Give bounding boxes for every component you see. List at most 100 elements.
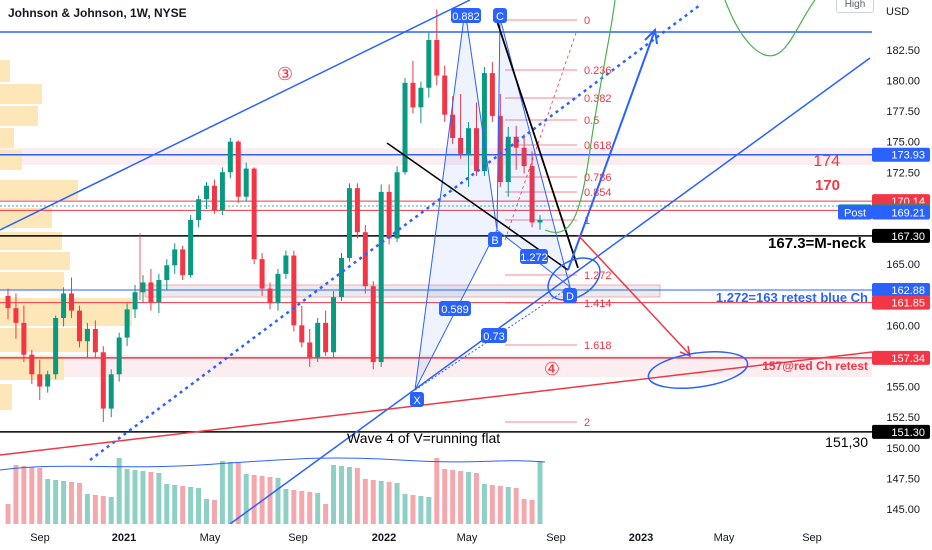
neckline-trend [386, 142, 569, 271]
candle-body [299, 325, 305, 343]
volume-bar [513, 488, 519, 524]
volume-bar [251, 475, 257, 524]
candle-body [466, 128, 472, 154]
candle-body [291, 255, 297, 326]
price-label-box [872, 228, 930, 243]
level-170-label: 170 [815, 177, 840, 194]
green-projection-curve [544, 0, 616, 233]
y-tick-label: 152.50 [886, 412, 920, 424]
candle-body [13, 308, 19, 323]
pattern-point-label: C [496, 11, 504, 23]
price-label-box [872, 283, 930, 298]
candle-body [140, 282, 146, 293]
price-label: 162.88 [891, 285, 925, 297]
candle-body [45, 374, 51, 387]
candle-body [188, 220, 194, 276]
pattern-point-box [451, 8, 481, 23]
price-label: 173.93 [891, 150, 925, 162]
pattern-point-label: 1.272 [520, 252, 548, 264]
candle-body [450, 114, 456, 138]
volume-bar [69, 482, 75, 524]
y-tick-label: 160.00 [886, 320, 920, 332]
volume-bar [283, 489, 289, 524]
volume-bar [458, 471, 464, 524]
candle-body [370, 286, 376, 363]
volume-bar [354, 468, 360, 524]
volume-bar [529, 500, 535, 524]
candle-body [132, 292, 138, 310]
volume-bar [243, 474, 249, 524]
volume-bar [188, 487, 194, 524]
candle-body [529, 166, 535, 223]
candle-body [521, 147, 527, 167]
red-channel-line [0, 351, 872, 456]
pattern-point-box [439, 301, 471, 316]
candle-body [354, 188, 360, 233]
candle-body [21, 322, 27, 355]
blue-ch-label: 1.272=163 retest blue Ch [716, 290, 868, 305]
volume-bar [53, 480, 59, 524]
candle-body [211, 185, 217, 211]
volume-bar [180, 486, 186, 524]
volume-bar [100, 496, 106, 524]
time-axis[interactable]: Sep 2021 May Sep 2022 May Sep 2023 May Sep [0, 524, 932, 550]
volume-bar [481, 484, 487, 524]
candle-body [497, 115, 503, 183]
volume-bar [140, 471, 146, 524]
volume-bar [402, 494, 408, 524]
pattern-point-label: 0.589 [441, 304, 469, 316]
price-label-box [872, 295, 930, 310]
price-label: 157.34 [891, 353, 925, 365]
candle-body [243, 168, 249, 197]
fib-label: 0.786 [584, 172, 612, 184]
candle-body [434, 40, 440, 76]
volume-bar [211, 500, 217, 524]
volume-bar [196, 488, 202, 524]
fib-label: 0.236 [584, 65, 612, 77]
volume-bar [466, 472, 472, 524]
pattern-point-box [563, 288, 577, 303]
volume-bar [331, 465, 337, 524]
volume-bar [346, 467, 352, 524]
pattern-point-box [410, 392, 424, 407]
candle-body [513, 136, 519, 148]
candle-body [172, 249, 178, 266]
chart-title: Johnson & Johnson, 1W, NYSE [8, 6, 187, 20]
volume-bar [386, 482, 392, 524]
pattern-point-box [493, 8, 507, 23]
candle-body [108, 374, 114, 409]
volume-bar [378, 481, 384, 524]
volume-bar [61, 481, 67, 524]
level-174-label: 174 [813, 153, 840, 170]
candle-body [100, 352, 106, 409]
candle-body [204, 185, 210, 200]
y-tick-label: 150.00 [886, 443, 920, 455]
volume-bar [219, 461, 225, 524]
x-tick-label: Sep [546, 532, 566, 544]
volume-bar [227, 462, 233, 524]
pattern-point-box [520, 249, 548, 264]
volume-bar [204, 499, 210, 524]
volume-bar [426, 497, 432, 524]
volume-bar [418, 496, 424, 524]
candle-body [196, 199, 202, 221]
y-tick-label: 155.00 [886, 382, 920, 394]
pattern-point-label: D [566, 291, 574, 303]
candle-body [426, 40, 432, 88]
price-axis[interactable]: 145.00147.50150.00152.50155.00157.50160.… [838, 0, 932, 550]
fib-trend-line [504, 29, 578, 241]
m-neck-label: 167.3=M-neck [768, 235, 867, 252]
candle-body [386, 191, 392, 239]
candle-body [442, 75, 448, 115]
high-toggle-button[interactable]: High [836, 0, 874, 13]
candle-body [394, 172, 400, 239]
volume-bar [291, 490, 297, 524]
time-axis-bg [0, 524, 932, 550]
price-label: 161.85 [891, 298, 925, 310]
candle-body [37, 374, 43, 387]
bullish-arrow [567, 29, 656, 271]
candle-body [29, 354, 35, 375]
candle-body [164, 265, 170, 281]
candle-body [537, 220, 543, 223]
